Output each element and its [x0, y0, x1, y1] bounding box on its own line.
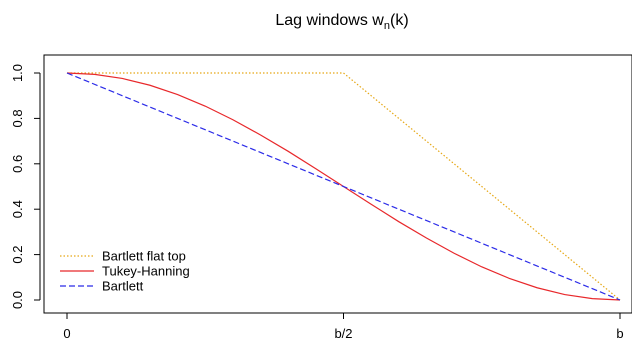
y-tick-label: 0.4: [10, 200, 25, 218]
series-layer: [66, 72, 621, 301]
chart-title-main: Lag windows w: [275, 12, 384, 29]
legend-label: Tukey-Hanning: [102, 264, 190, 279]
legend-label: Bartlett flat top: [102, 249, 186, 264]
y-axis: 0.0 0.2 0.4 0.6 0.8 1.0: [10, 64, 41, 309]
y-tick-label: 0.0: [10, 291, 25, 309]
legend-label: Bartlett: [102, 279, 144, 294]
chart-title-paren: (k): [390, 12, 409, 29]
series-line-bartlett: [66, 72, 621, 301]
y-tick-label: 1.0: [10, 64, 25, 82]
chart-title-subscript: n: [384, 20, 390, 32]
y-tick-label: 0.6: [10, 155, 25, 173]
series-line-bartlett-flat-top: [67, 72, 621, 301]
x-tick-label: b: [616, 326, 623, 341]
chart-title: Lag windows wn(k): [275, 12, 408, 32]
x-tick-label: 0: [63, 326, 70, 341]
x-axis: 0 b/2 b: [63, 312, 624, 341]
y-tick-label: 0.8: [10, 109, 25, 127]
y-tick-label: 0.2: [10, 246, 25, 264]
x-tick-label: b/2: [334, 326, 352, 341]
